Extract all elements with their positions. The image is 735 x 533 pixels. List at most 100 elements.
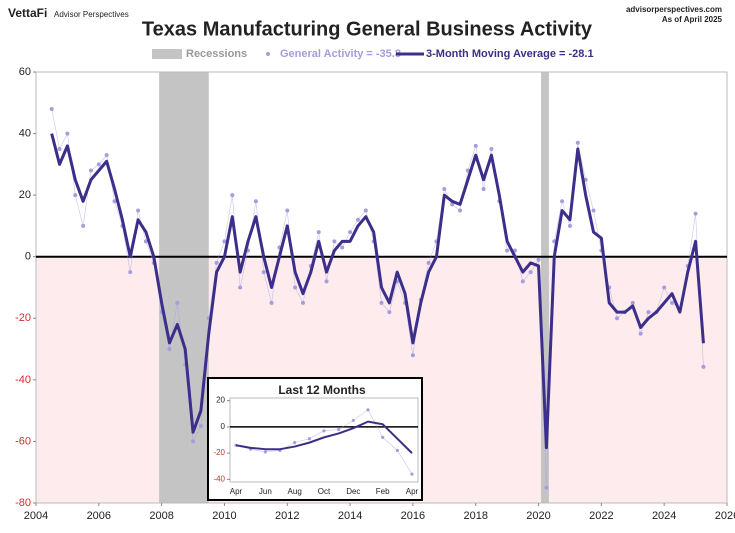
activity-point <box>693 211 698 216</box>
x-tick-label: 2012 <box>275 510 299 522</box>
activity-point <box>293 285 298 290</box>
y-tick-label: -80 <box>15 497 31 509</box>
activity-point <box>104 153 109 158</box>
x-tick-label: Aug <box>288 487 302 496</box>
date: As of April 2025 <box>662 15 723 24</box>
x-tick-label: 2026 <box>715 510 735 522</box>
activity-point <box>57 146 62 151</box>
activity-point <box>88 168 93 173</box>
x-tick-label: 2022 <box>589 510 613 522</box>
activity-point <box>238 285 243 290</box>
y-tick-label: -20 <box>213 448 225 457</box>
activity-point <box>575 140 580 145</box>
y-tick-label: 0 <box>25 251 31 263</box>
activity-point <box>261 270 266 275</box>
x-tick-label: Dec <box>346 487 360 496</box>
activity-point <box>481 186 486 191</box>
brand: VettaFi <box>8 6 47 20</box>
activity-point <box>638 331 643 336</box>
activity-point <box>520 279 525 284</box>
activity-point <box>191 439 196 444</box>
x-tick-label: 2024 <box>652 510 676 522</box>
activity-point <box>198 424 203 429</box>
y-tick-label: 20 <box>216 396 225 405</box>
activity-point <box>646 310 651 315</box>
recession-band <box>541 72 549 503</box>
activity-point <box>73 193 78 198</box>
x-tick-label: Apr <box>406 487 419 496</box>
activity-point <box>536 257 541 262</box>
moving-average-line <box>50 133 705 450</box>
x-tick-label: 2018 <box>463 510 487 522</box>
x-tick-label: 2020 <box>526 510 550 522</box>
activity-point <box>450 202 455 207</box>
activity-point <box>458 208 463 213</box>
y-tick-label: -40 <box>15 374 31 386</box>
activity-point <box>300 300 305 305</box>
moving-average-line <box>235 420 413 454</box>
activity-point <box>293 441 297 445</box>
x-tick-label: 2006 <box>87 510 111 522</box>
activity-point <box>136 208 141 213</box>
activity-point <box>96 162 101 167</box>
activity-point <box>528 270 533 275</box>
x-tick-label: 2016 <box>401 510 425 522</box>
activity-point <box>337 427 341 432</box>
activity-point <box>65 131 70 136</box>
activity-point <box>269 300 274 305</box>
y-tick-label: 20 <box>19 189 31 201</box>
activity-point <box>316 230 321 235</box>
activity-point <box>379 300 384 305</box>
legend-label: 3-Month Moving Average = -28.1 <box>426 48 594 60</box>
x-tick-label: 2004 <box>24 510 48 522</box>
plot-frame <box>229 397 419 483</box>
activity-point <box>340 245 345 250</box>
activity-point <box>505 248 510 253</box>
y-tick-label: 0 <box>221 422 226 431</box>
activity-point <box>473 143 478 148</box>
activity-point <box>332 239 337 244</box>
activity-point <box>363 208 368 213</box>
activity-point <box>214 260 219 265</box>
activity-point <box>670 300 675 305</box>
x-tick-label: 2014 <box>338 510 362 522</box>
activity-point <box>366 408 370 412</box>
activity-point <box>175 300 180 305</box>
activity-point <box>355 217 360 222</box>
legend-activity-swatch <box>266 52 270 56</box>
activity-point <box>615 316 620 321</box>
activity-point <box>701 364 706 369</box>
y-tick-label: -20 <box>15 312 31 324</box>
legend-label: General Activity = -35.8 <box>280 48 401 60</box>
activity-point <box>322 429 326 433</box>
activity-point <box>285 208 290 213</box>
activity-point <box>143 239 148 244</box>
brand-sub: Advisor Perspectives <box>54 10 129 19</box>
x-tick-label: Oct <box>318 487 331 496</box>
activity-point <box>630 300 635 305</box>
activity-point <box>387 310 392 315</box>
legend-label: Recessions <box>186 48 247 60</box>
x-tick-label: 2008 <box>149 510 173 522</box>
recession-band <box>159 72 209 503</box>
x-tick-label: 2010 <box>212 510 236 522</box>
chart-title: Texas Manufacturing General Business Act… <box>142 18 593 40</box>
inset-title: Last 12 Months <box>278 383 366 397</box>
activity-point <box>567 223 572 228</box>
activity-point <box>381 435 385 439</box>
activity-point <box>49 106 54 111</box>
activity-point <box>395 448 399 453</box>
activity-point <box>591 208 596 213</box>
y-tick-label: -40 <box>213 474 225 483</box>
activity-point <box>222 239 227 244</box>
activity-point <box>230 193 235 198</box>
legend-recession-swatch <box>152 49 182 59</box>
activity-point <box>112 199 117 204</box>
activity-point <box>489 146 494 151</box>
plot-frame <box>35 71 728 504</box>
activity-point <box>410 472 414 476</box>
y-tick-label: 60 <box>19 66 31 78</box>
activity-point <box>442 186 447 191</box>
activity-point <box>307 437 311 441</box>
x-tick-label: Apr <box>230 487 243 496</box>
